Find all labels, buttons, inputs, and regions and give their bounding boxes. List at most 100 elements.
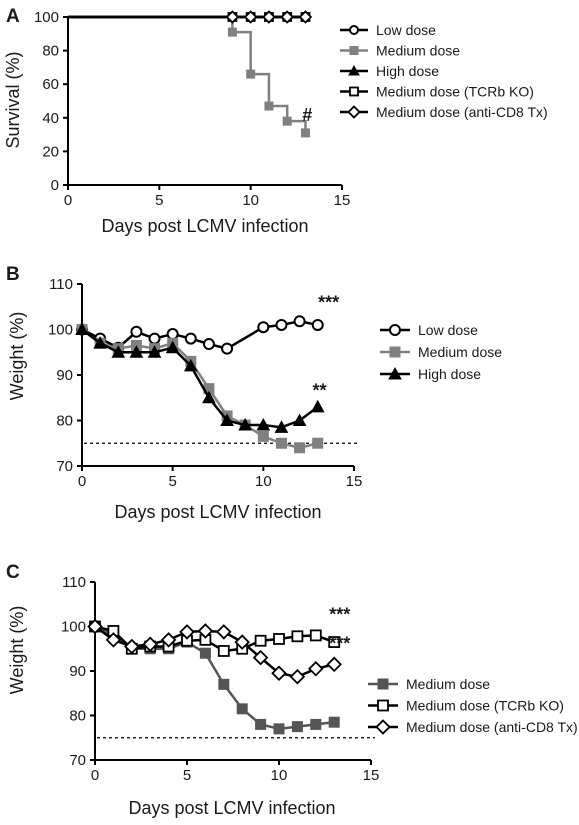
legend-marker — [377, 699, 389, 712]
data-point — [111, 345, 126, 358]
x-tick-label: 15 — [346, 473, 363, 490]
data-point — [310, 718, 322, 730]
legend-label: Medium dose — [376, 43, 460, 59]
data-point — [202, 390, 216, 404]
data-point — [148, 332, 161, 345]
data-point — [218, 678, 230, 690]
legend-label: Medium dose (anti-CD8 Tx) — [376, 104, 548, 120]
data-point — [257, 321, 270, 334]
legend-item: Medium dose — [340, 43, 460, 59]
y-tick-label: 110 — [62, 574, 86, 591]
x-tick-label: 5 — [168, 473, 176, 490]
legend-item: Medium dose — [380, 344, 502, 360]
series-medium-dose-tcrb-ko — [89, 620, 341, 657]
data-point — [105, 632, 122, 648]
significance-label: # — [302, 105, 312, 125]
series-line — [68, 15, 307, 133]
data-point — [275, 437, 287, 449]
legend-item: Medium dose — [368, 676, 490, 692]
legend-marker — [349, 46, 359, 55]
legend-label: High dose — [418, 366, 481, 382]
data-point — [292, 413, 307, 426]
legend-label: Medium dose (TCRb KO) — [376, 84, 534, 100]
series-medium-dose — [76, 324, 324, 454]
series-medium-dose-anti-cd8-tx — [68, 10, 313, 24]
data-point — [262, 10, 276, 24]
data-point — [75, 322, 89, 335]
legend-marker — [388, 366, 402, 380]
legend-marker — [348, 64, 360, 76]
data-point — [142, 636, 158, 653]
y-tick-label: 100 — [34, 9, 59, 26]
x-tick-label: 0 — [64, 192, 72, 209]
data-point — [328, 636, 341, 648]
legend-item: Medium dose (TCRb KO) — [368, 698, 564, 714]
data-point — [271, 665, 287, 681]
data-point — [184, 332, 197, 345]
data-point — [238, 418, 253, 431]
data-point — [216, 624, 232, 640]
legend-marker — [389, 346, 401, 358]
legend-marker — [377, 678, 389, 690]
legend: Low dose Medium dose High dose — [380, 322, 502, 382]
data-point — [220, 413, 234, 426]
legend-item: Low dose — [340, 22, 436, 38]
x-axis-title: Days post LCMV infection — [128, 798, 335, 818]
legend-item: High dose — [380, 366, 481, 382]
series-medium-dose — [68, 15, 310, 138]
data-point — [254, 634, 267, 647]
panel-letter-c: C — [6, 562, 20, 583]
x-axis-title: Days post LCMV infection — [101, 216, 308, 236]
data-point — [183, 358, 198, 372]
y-tick-label: 20 — [42, 143, 59, 160]
data-point — [217, 645, 230, 657]
data-point — [93, 336, 107, 349]
legend: Medium dose Medium dose (TCRb KO) Medium d… — [368, 676, 578, 735]
data-point — [308, 661, 324, 677]
legend-marker — [349, 86, 359, 97]
legend-item: High dose — [340, 63, 439, 79]
legend: Low dose Medium dose High dose Medium dose … — [340, 22, 548, 120]
y-tick-label: 70 — [69, 752, 86, 769]
x-axis-title: Days post LCMV infection — [114, 502, 321, 522]
significance-label: ** — [313, 380, 327, 400]
data-point — [275, 318, 288, 331]
series-medium-dose-anti-cd8-tx — [87, 618, 342, 685]
legend-label: Low dose — [418, 322, 478, 338]
data-point — [202, 338, 215, 351]
legend-marker — [347, 105, 361, 119]
data-point — [246, 69, 256, 79]
panel-letter-a: A — [6, 6, 20, 27]
legend-item: Medium dose (TCRb KO) — [340, 84, 534, 100]
data-point — [166, 328, 179, 341]
data-point — [129, 345, 144, 358]
legend-label: Medium dose — [406, 676, 490, 692]
data-point — [255, 718, 267, 730]
y-tick-label: 110 — [49, 276, 73, 293]
significance-label: *** — [329, 605, 350, 625]
y-tick-label: 80 — [56, 413, 73, 430]
data-point — [291, 630, 304, 643]
legend-item: Medium dose (anti-CD8 Tx) — [368, 719, 578, 735]
data-point — [130, 325, 143, 338]
data-point — [293, 315, 306, 328]
data-point — [197, 623, 214, 639]
data-point — [273, 723, 285, 735]
data-point — [300, 128, 310, 138]
y-axis-title: Weight (%) — [7, 312, 27, 401]
significance-label: *** — [318, 293, 339, 313]
data-point — [147, 345, 162, 358]
legend-label: Medium dose (anti-CD8 Tx) — [406, 719, 578, 735]
data-point — [280, 10, 294, 24]
y-axis-title: Weight (%) — [7, 606, 27, 695]
x-tick-label: 15 — [363, 767, 380, 784]
axes: 0 5 10 15 70 80 90 100 110 — [48, 276, 362, 490]
data-point — [294, 442, 306, 454]
data-point — [311, 318, 324, 331]
survival-plot: 0 5 10 15 0 20 40 60 80 100 # Low dose Medium dose Hi… — [34, 9, 548, 209]
data-point — [234, 634, 250, 650]
